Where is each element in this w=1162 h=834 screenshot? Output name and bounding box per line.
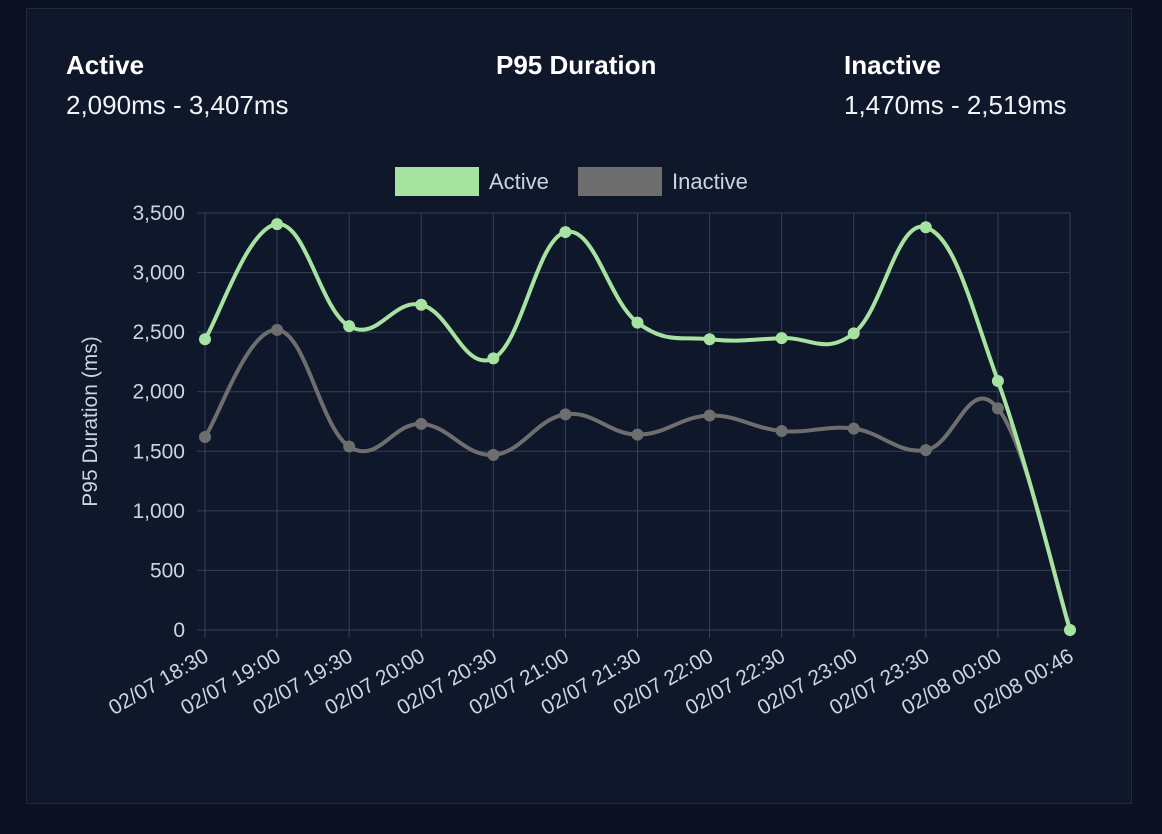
active-data-point[interactable] [919,221,932,234]
active-data-point[interactable] [991,374,1004,387]
y-tick-label: 1,000 [132,500,185,523]
inactive-data-point[interactable] [487,448,500,461]
inactive-data-point[interactable] [415,417,428,430]
active-data-point[interactable] [271,218,284,231]
chart-title: P95 Duration [496,50,657,80]
y-tick-label: 3,000 [132,262,185,285]
legend[interactable]: Active Inactive [395,167,748,196]
active-summary: Active 2,090ms - 3,407ms [66,50,289,120]
y-tick-label: 0 [173,619,185,642]
y-axis-title: P95 Duration (ms) [79,336,102,506]
inactive-data-point[interactable] [343,440,356,453]
active-title: Active [66,50,145,80]
inactive-data-point[interactable] [199,430,211,443]
grid [197,212,1071,638]
inactive-data-point[interactable] [991,402,1004,415]
active-data-point[interactable] [487,352,500,365]
series [199,218,1076,636]
inactive-summary: Inactive 1,470ms - 2,519ms [844,50,1067,120]
chart-card [26,8,1132,804]
inactive-title: Inactive [844,50,941,80]
active-data-point[interactable] [847,327,860,340]
inactive-data-point[interactable] [703,409,716,422]
active-data-point[interactable] [343,320,356,333]
inactive-data-point[interactable] [775,425,788,438]
legend-swatch-active [395,167,479,196]
y-tick-label: 2,500 [132,321,185,344]
inactive-data-point[interactable] [271,323,284,336]
inactive-data-point[interactable] [631,428,644,441]
active-data-point[interactable] [1064,624,1076,636]
active-data-point[interactable] [631,316,644,329]
legend-item-active[interactable]: Active [395,167,549,196]
inactive-data-point[interactable] [919,444,932,457]
active-data-point[interactable] [415,298,428,311]
active-data-point[interactable] [703,333,716,346]
y-tick-label: 3,500 [132,202,185,225]
y-tick-label: 2,000 [132,381,185,404]
inactive-data-point[interactable] [559,408,572,421]
active-range: 2,090ms - 3,407ms [66,90,289,120]
legend-label-inactive: Inactive [672,169,748,194]
y-tick-label: 500 [150,559,185,582]
active-data-point[interactable] [199,333,211,346]
inactive-data-point[interactable] [847,422,860,435]
active-data-point[interactable] [775,332,788,345]
legend-label-active: Active [489,169,549,194]
inactive-range: 1,470ms - 2,519ms [844,90,1067,120]
legend-swatch-inactive [578,167,662,196]
active-data-point[interactable] [559,226,572,239]
legend-item-inactive[interactable]: Inactive [578,167,748,196]
chart-title-block: P95 Duration [496,50,656,80]
axes: 05001,0001,5002,0002,5003,0003,50002/07 … [79,202,1078,720]
y-tick-label: 1,500 [132,440,185,463]
